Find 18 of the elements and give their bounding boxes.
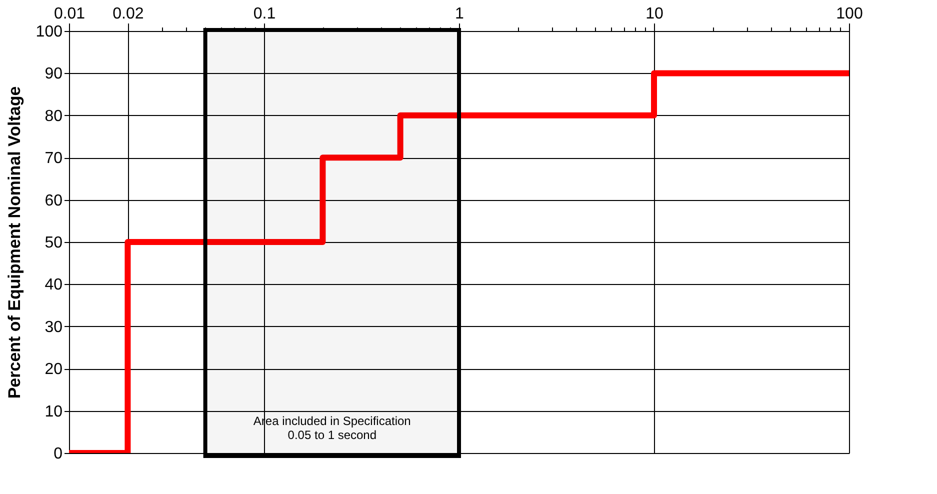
x-tick-label: 10 <box>646 6 664 22</box>
x-tick-label: 100 <box>836 6 863 22</box>
y-tick-label: 60 <box>44 192 63 210</box>
y-tick-label: 100 <box>36 24 63 40</box>
y-tick-label: 10 <box>44 403 63 420</box>
y-tick-label: 20 <box>44 361 63 378</box>
y-axis-title: Percent of Equipment Nominal Voltage <box>4 86 24 399</box>
y-tick-label: 30 <box>44 318 63 336</box>
x-tick-label: 1 <box>455 6 464 22</box>
x-tick-label: 0.02 <box>112 6 144 22</box>
y-tick-label: 50 <box>44 234 63 252</box>
y-tick-label: 0 <box>54 446 63 462</box>
x-tick-label: 0.01 <box>54 6 86 22</box>
x-tick-label: 0.1 <box>253 6 276 22</box>
y-tick-label: 40 <box>44 276 63 294</box>
y-tick-label: 80 <box>44 108 63 125</box>
y-tick-label: 70 <box>44 150 63 168</box>
y-tick-label: 90 <box>44 66 63 83</box>
